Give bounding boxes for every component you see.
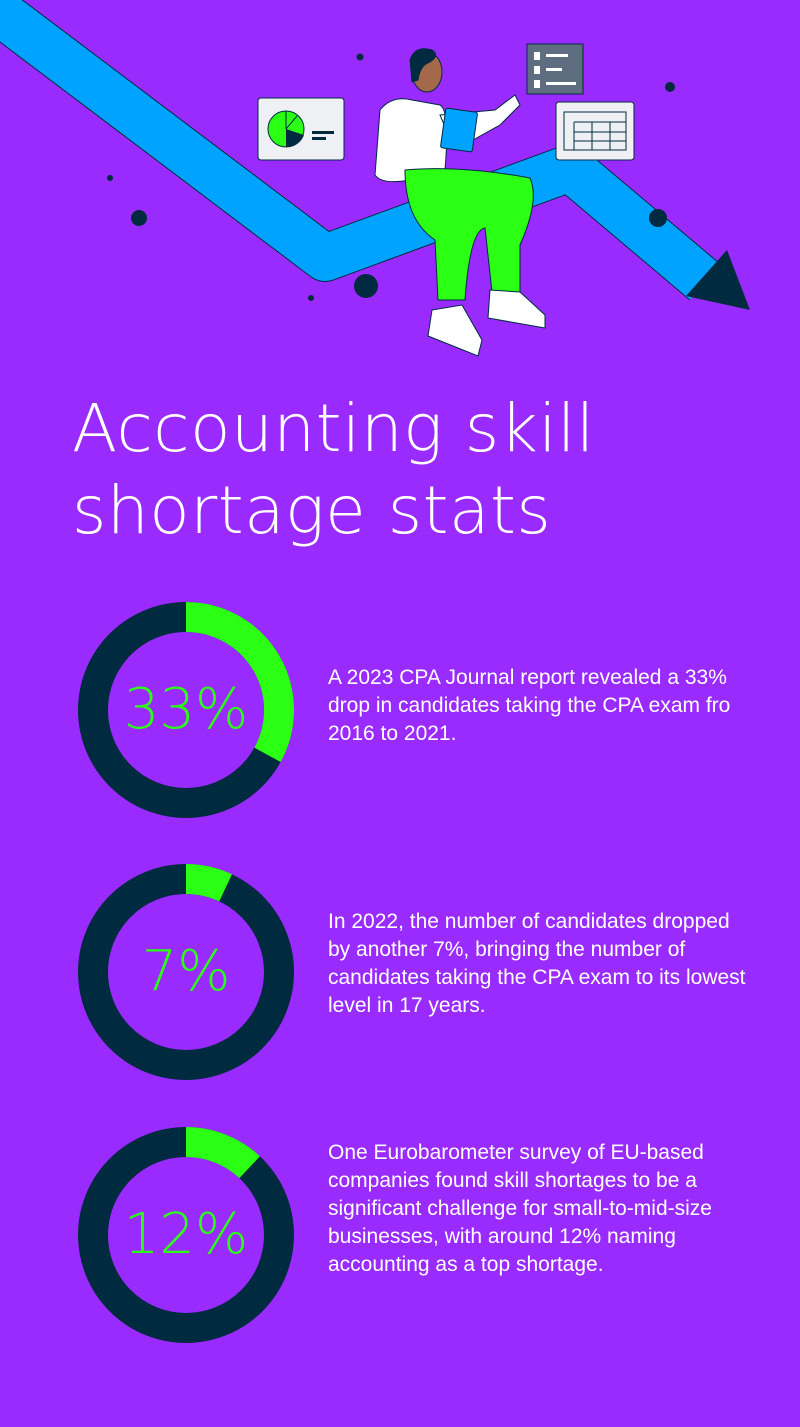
stat-description: In 2022, the number of candidates droppe…	[328, 910, 746, 1017]
donut-value-arc	[185, 1127, 260, 1179]
header-illustration	[0, 0, 750, 357]
decorative-dots	[107, 53, 675, 301]
checklist-card-icon	[526, 43, 584, 95]
donut-chart	[78, 602, 294, 818]
donut-chart	[78, 1127, 294, 1343]
downward-trend-arrow-icon	[0, 0, 750, 310]
donut-value-arc	[185, 602, 294, 763]
donut-chart	[78, 864, 294, 1080]
donut-value-arc	[185, 864, 232, 902]
page-title: Accounting skill shortage stats	[72, 388, 595, 552]
stat-description: One Eurobarometer survey of EU-based com…	[328, 1141, 712, 1276]
stat-percentage: 33%	[123, 677, 249, 742]
stat-description: A 2023 CPA Journal report revealed a 33%…	[328, 666, 731, 745]
stat-percentage: 12%	[123, 1202, 249, 1267]
stat-percentage: 7%	[141, 939, 231, 1004]
pie-chart-card-icon	[257, 97, 345, 161]
title-line-2: shortage stats	[72, 472, 552, 549]
person-with-tablet-icon	[374, 48, 546, 357]
spreadsheet-card-icon	[555, 101, 635, 161]
stat-block: 7% In 2022, the number of candidates dro…	[0, 862, 800, 1092]
title-line-1: Accounting skill	[72, 390, 595, 467]
stat-block: 33% A 2023 CPA Journal report revealed a…	[0, 600, 800, 830]
stat-block: 12% One Eurobarometer survey of EU-based…	[0, 1125, 800, 1355]
